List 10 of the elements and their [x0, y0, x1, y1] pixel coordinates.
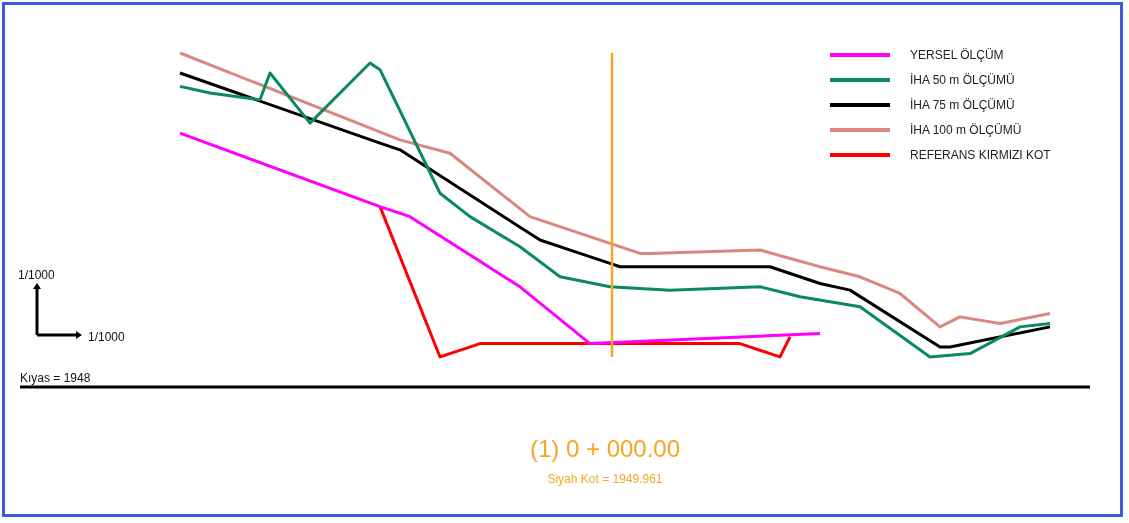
legend-label: İHA 100 m ÖLÇÜMÜ — [910, 122, 1022, 137]
text: (1) 0 + 000.00 — [528, 435, 682, 463]
text: 1/1000 — [88, 330, 125, 344]
text: Siyah Kot = 1949.961 — [546, 472, 664, 486]
legend-label: İHA 75 m ÖLÇÜMÜ — [910, 97, 1015, 112]
legend-label: İHA 50 m ÖLÇÜMÜ — [910, 72, 1015, 87]
legend-label: REFERANS KIRMIZI KOT — [910, 147, 1051, 162]
text: Kıyas = 1948 — [20, 371, 91, 385]
legend-label: YERSEL ÖLÇÜM — [910, 47, 1004, 62]
text: 1/1000 — [18, 268, 55, 282]
